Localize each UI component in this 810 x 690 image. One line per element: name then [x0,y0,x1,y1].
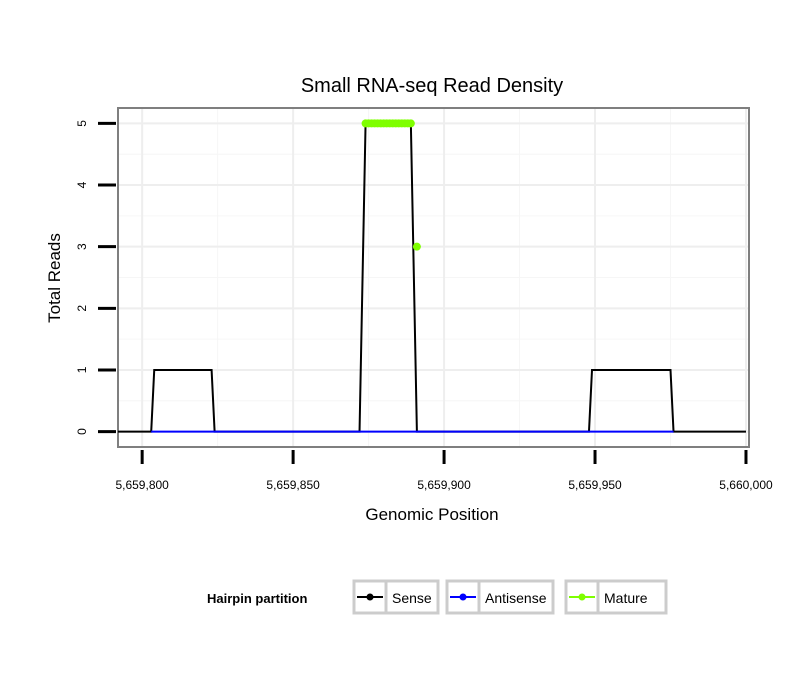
y-tick-label: 1 [75,366,89,373]
legend-label-mature: Mature [604,590,648,606]
legend-title: Hairpin partition [207,591,307,606]
legend-label-sense: Sense [392,590,432,606]
x-tick-label: 5,660,000 [719,478,773,492]
series-layer [118,119,746,433]
legend-item-mature: Mature [564,579,668,615]
y-tick-label: 2 [75,305,89,312]
y-tick-label: 5 [75,120,89,127]
chart-title: Small RNA-seq Read Density [301,75,563,97]
legend-label-box-sense [384,579,440,615]
y-tick-label: 0 [75,428,89,435]
legend-label-antisense: Antisense [485,590,547,606]
y-tick-label: 4 [75,181,89,188]
mature-point [412,242,421,251]
x-tick-label: 5,659,900 [417,478,471,492]
axes: 5,659,800 5,659,850 5,659,900 5,659,950 5,66… [75,120,773,492]
legend-label-box-antisense [477,579,555,615]
legend-item-sense: Sense [352,579,440,615]
legend-item-antisense: Antisense [445,579,555,615]
legend-key-point-mature [578,593,586,601]
x-tick-label: 5,659,800 [115,478,169,492]
legend-label-box-mature [596,579,668,615]
x-tick-label: 5,659,850 [266,478,320,492]
grid [119,109,748,446]
legend: Hairpin partition Sense Antisense Mature [207,579,668,615]
x-axis-title: Genomic Position [365,505,498,524]
y-axis-title: Total Reads [45,233,64,323]
legend-key-point-antisense [459,593,467,601]
mature-point [406,119,415,128]
x-tick-label: 5,659,950 [568,478,622,492]
legend-key-point-sense [366,593,374,601]
y-tick-label: 3 [75,243,89,250]
